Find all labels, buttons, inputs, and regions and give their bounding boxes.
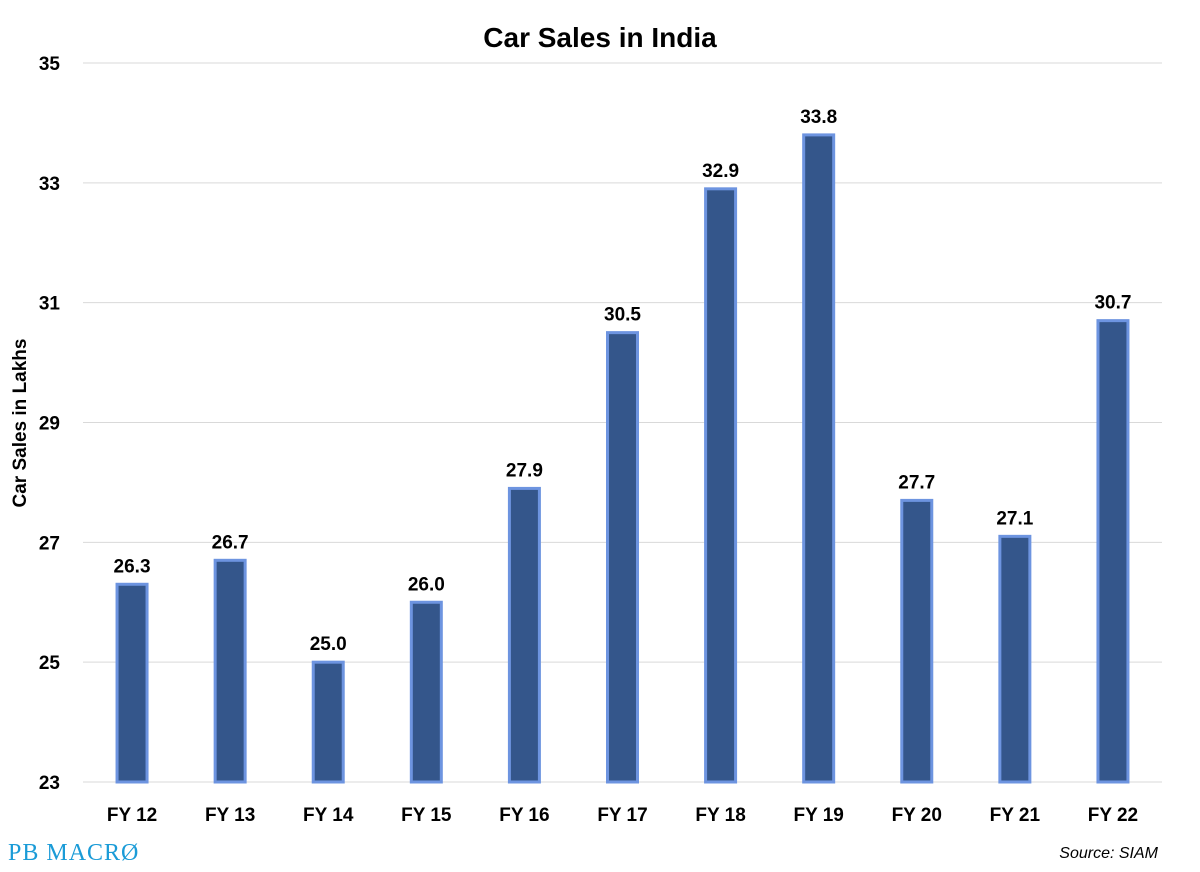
chart-title: Car Sales in India (483, 22, 717, 53)
bar (802, 133, 836, 784)
data-label: 30.7 (1094, 293, 1131, 314)
brand-logo: PB MACRØ (8, 840, 139, 866)
y-tick-label: 31 (39, 294, 61, 315)
x-tick-label: FY 14 (303, 805, 354, 826)
bar (900, 498, 934, 784)
data-label: 26.3 (114, 556, 151, 577)
data-label: 26.7 (212, 532, 249, 553)
data-label: 26.0 (408, 574, 445, 595)
x-tick-label: FY 20 (892, 805, 942, 826)
data-label: 32.9 (702, 161, 739, 182)
x-tick-label: FY 12 (107, 805, 157, 826)
bar (409, 600, 443, 784)
x-tick-label: FY 19 (794, 805, 844, 826)
data-label: 25.0 (310, 634, 347, 655)
x-tick-label: FY 22 (1088, 805, 1138, 826)
data-label: 33.8 (800, 107, 837, 128)
bar (606, 331, 639, 784)
bars (115, 133, 1130, 784)
bar (311, 660, 345, 784)
x-tick-label: FY 17 (597, 805, 647, 826)
data-label: 27.1 (996, 508, 1033, 529)
bar (115, 582, 149, 784)
y-tick-label: 27 (39, 533, 60, 554)
x-tick-label: FY 13 (205, 805, 255, 826)
x-axis-ticks: FY 12 FY 13 FY 14 FY 15 FY 16 FY 17 FY 18 FY 19… (107, 805, 1138, 826)
data-label: 27.9 (506, 460, 543, 481)
bar (213, 558, 247, 784)
bar (1096, 319, 1130, 784)
source-note: Source: SIAM (1059, 845, 1158, 862)
y-tick-label: 29 (39, 414, 60, 435)
x-tick-label: FY 15 (401, 805, 452, 826)
bar (704, 187, 738, 784)
y-tick-label: 25 (39, 653, 61, 674)
x-tick-label: FY 21 (990, 805, 1041, 826)
x-tick-label: FY 16 (499, 805, 549, 826)
y-axis-ticks: 23 25 27 29 31 33 35 (39, 54, 61, 794)
y-tick-label: 23 (39, 773, 60, 794)
bar (998, 534, 1032, 784)
bar (507, 486, 541, 784)
data-label: 27.7 (898, 472, 935, 493)
data-label: 30.5 (604, 305, 641, 326)
y-axis-title: Car Sales in Lakhs (10, 339, 31, 508)
data-labels: 26.3 26.7 25.0 26.0 27.9 30.5 32.9 33.8 27.7 27.1… (114, 107, 1132, 655)
y-tick-label: 35 (39, 54, 61, 75)
x-tick-label: FY 18 (695, 805, 745, 826)
y-tick-label: 33 (39, 174, 60, 195)
